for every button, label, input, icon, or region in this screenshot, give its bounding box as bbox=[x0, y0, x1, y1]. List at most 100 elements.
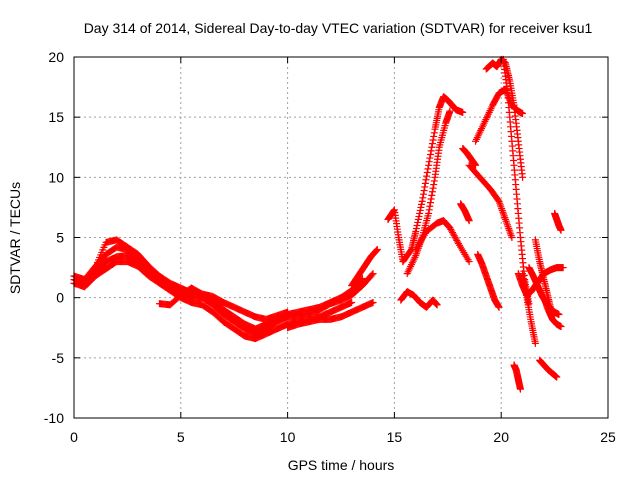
data-point bbox=[449, 230, 457, 238]
y-tick-label: -5 bbox=[52, 350, 65, 366]
data-point bbox=[412, 227, 420, 235]
data-point bbox=[399, 258, 407, 266]
data-point bbox=[369, 298, 377, 306]
data-point bbox=[495, 303, 503, 311]
x-tick-label: 10 bbox=[280, 429, 296, 445]
data-point bbox=[284, 308, 292, 316]
data-point bbox=[368, 271, 376, 279]
series-track-13 bbox=[459, 144, 480, 169]
data-point bbox=[426, 202, 434, 210]
series-track-5 bbox=[155, 284, 292, 323]
data-point bbox=[418, 200, 426, 208]
data-point bbox=[420, 187, 428, 195]
data-point bbox=[430, 132, 438, 140]
data-series bbox=[70, 55, 567, 393]
data-point bbox=[429, 136, 437, 144]
data-point bbox=[421, 183, 429, 191]
data-point bbox=[428, 191, 436, 199]
y-axis-label: SDTVAR / TECUs bbox=[7, 182, 23, 294]
data-point bbox=[419, 190, 427, 198]
data-point bbox=[448, 227, 456, 235]
y-tick-label: 20 bbox=[48, 49, 64, 65]
chart-title: Day 314 of 2014, Sidereal Day-to-day VTE… bbox=[84, 20, 593, 36]
data-point bbox=[451, 233, 459, 241]
data-point bbox=[465, 217, 473, 225]
data-point bbox=[508, 234, 516, 241]
data-point bbox=[450, 232, 458, 240]
data-point bbox=[155, 274, 163, 282]
data-point bbox=[407, 247, 415, 255]
x-tick-label: 20 bbox=[493, 429, 509, 445]
data-point bbox=[428, 140, 436, 148]
data-point bbox=[418, 197, 426, 205]
data-point bbox=[425, 209, 433, 217]
data-point bbox=[428, 188, 436, 196]
data-point bbox=[372, 247, 380, 255]
data-point bbox=[348, 298, 356, 306]
data-point bbox=[415, 212, 423, 220]
x-tick-label: 15 bbox=[387, 429, 403, 445]
x-tick-label: 0 bbox=[70, 429, 78, 445]
series-track-26 bbox=[519, 270, 539, 347]
series-track-23 bbox=[536, 356, 561, 381]
series-track-6 bbox=[284, 298, 377, 332]
data-point bbox=[505, 95, 513, 103]
data-point bbox=[430, 177, 438, 185]
data-point bbox=[412, 224, 420, 232]
series-track-10 bbox=[412, 217, 473, 266]
series-track-11 bbox=[397, 288, 441, 311]
data-point bbox=[519, 110, 527, 118]
data-point bbox=[453, 236, 461, 244]
data-point bbox=[424, 165, 432, 173]
data-point bbox=[425, 206, 433, 214]
grid-lines bbox=[74, 57, 608, 418]
data-point bbox=[414, 218, 422, 226]
data-point bbox=[559, 264, 567, 272]
data-point bbox=[413, 221, 421, 229]
data-point bbox=[557, 226, 565, 234]
data-point bbox=[428, 143, 436, 151]
data-point bbox=[373, 246, 381, 254]
series-track-4 bbox=[91, 236, 163, 282]
series-track-17 bbox=[474, 250, 503, 311]
series-track-14 bbox=[457, 200, 473, 225]
data-point bbox=[414, 215, 422, 223]
series-track-25 bbox=[551, 209, 565, 234]
data-point bbox=[548, 312, 556, 320]
data-point bbox=[531, 339, 539, 347]
data-point bbox=[494, 196, 502, 204]
data-point bbox=[421, 179, 429, 187]
data-point bbox=[427, 195, 435, 203]
data-point bbox=[430, 181, 438, 189]
x-tick-label: 25 bbox=[600, 429, 616, 445]
axes: 0 5 10 15 20 25 -10 -5 0 5 10 15 20 bbox=[44, 49, 616, 445]
data-point bbox=[452, 235, 460, 243]
y-tick-label: -10 bbox=[44, 410, 64, 426]
data-point bbox=[373, 246, 381, 254]
y-tick-label: 10 bbox=[48, 169, 64, 185]
data-point bbox=[426, 199, 434, 207]
data-point bbox=[422, 176, 430, 184]
series-track-24 bbox=[510, 361, 524, 393]
data-point bbox=[427, 147, 435, 155]
data-point bbox=[557, 323, 565, 331]
data-point bbox=[472, 161, 480, 169]
data-point bbox=[446, 107, 454, 115]
data-point bbox=[465, 258, 473, 266]
data-point bbox=[430, 129, 438, 137]
data-point bbox=[419, 194, 427, 202]
data-point bbox=[447, 225, 455, 233]
data-point bbox=[426, 154, 434, 162]
data-point bbox=[154, 273, 162, 281]
data-point bbox=[448, 229, 456, 237]
data-point bbox=[416, 209, 424, 217]
data-point bbox=[516, 385, 524, 393]
data-point bbox=[555, 311, 563, 319]
data-point bbox=[519, 173, 527, 181]
series-track-16 bbox=[465, 161, 516, 241]
data-point bbox=[416, 206, 424, 214]
series-track-12 bbox=[384, 206, 407, 266]
data-point bbox=[423, 172, 431, 180]
data-point bbox=[369, 270, 377, 278]
